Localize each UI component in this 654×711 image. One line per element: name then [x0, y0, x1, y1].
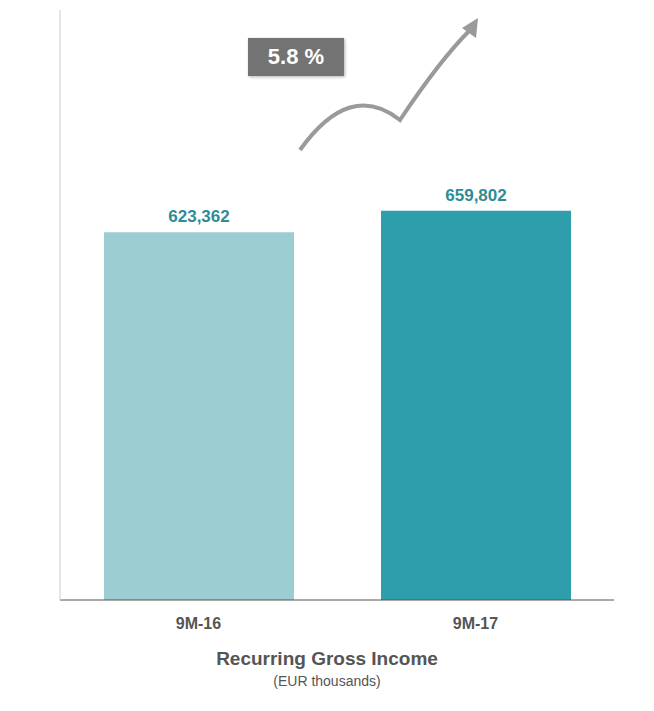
html-text:Recurring Gross Income: Recurring Gross Income — [216, 648, 438, 669]
html-text:(EUR thousands): (EUR thousands) — [273, 673, 381, 689]
svg-text:9M-17: 9M-17 — [453, 615, 498, 632]
svg-text:623,362: 623,362 — [168, 207, 229, 226]
html-text:5.8 %: 5.8 % — [267, 44, 325, 69]
svg-text:9M-16: 9M-16 — [176, 615, 221, 632]
svg-text:659,802: 659,802 — [445, 186, 506, 205]
